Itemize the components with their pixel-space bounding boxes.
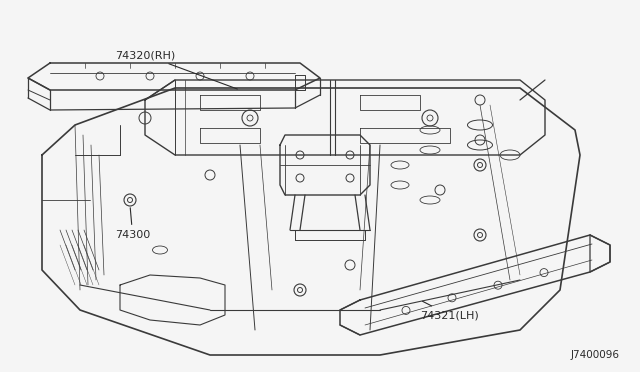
Text: 74320(RH): 74320(RH) — [115, 50, 237, 89]
Text: J7400096: J7400096 — [571, 350, 620, 360]
Text: 74300: 74300 — [115, 208, 150, 240]
Text: 74321(LH): 74321(LH) — [420, 301, 479, 320]
